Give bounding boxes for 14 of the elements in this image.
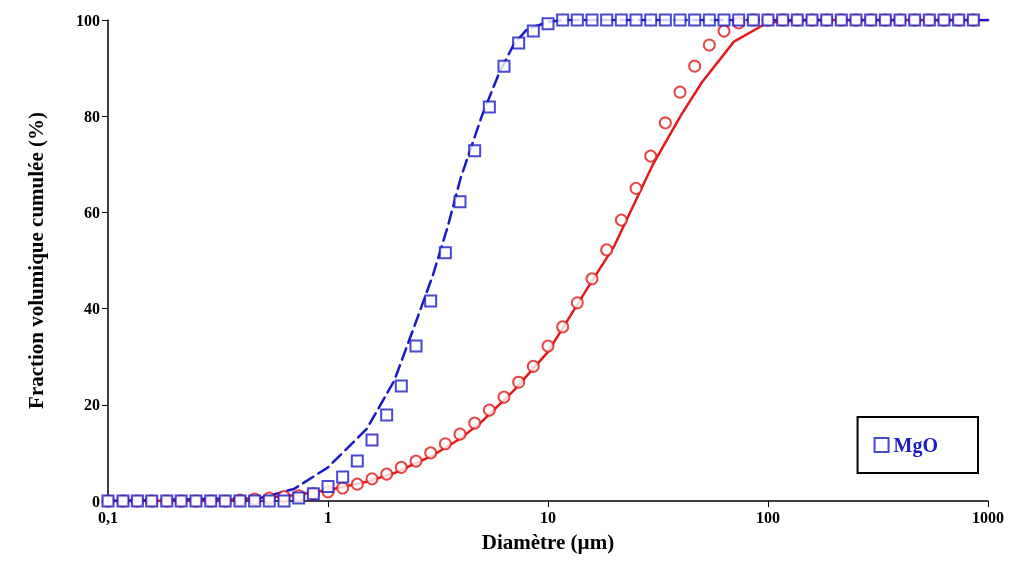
x-tick-label: 10 xyxy=(540,508,556,526)
x-axis-title: Diamètre (µm) xyxy=(481,529,615,554)
x-tick-label: 100 xyxy=(756,508,780,526)
y-tick-label: 40 xyxy=(84,300,100,318)
y-tick-label: 60 xyxy=(84,203,100,221)
x-tick-label: 1000 xyxy=(972,508,1004,526)
y-tick-label: 0 xyxy=(92,492,100,510)
y-tick-label: 20 xyxy=(84,396,100,414)
x-tick-label: 0,1 xyxy=(98,508,118,526)
legend-label: MgO xyxy=(893,434,938,457)
x-tick-label: 1 xyxy=(324,508,332,526)
y-axis-title: Fraction volumique cumulée (%) xyxy=(23,112,48,409)
y-tick-label: 100 xyxy=(76,11,100,29)
y-tick-label: 80 xyxy=(84,107,100,125)
